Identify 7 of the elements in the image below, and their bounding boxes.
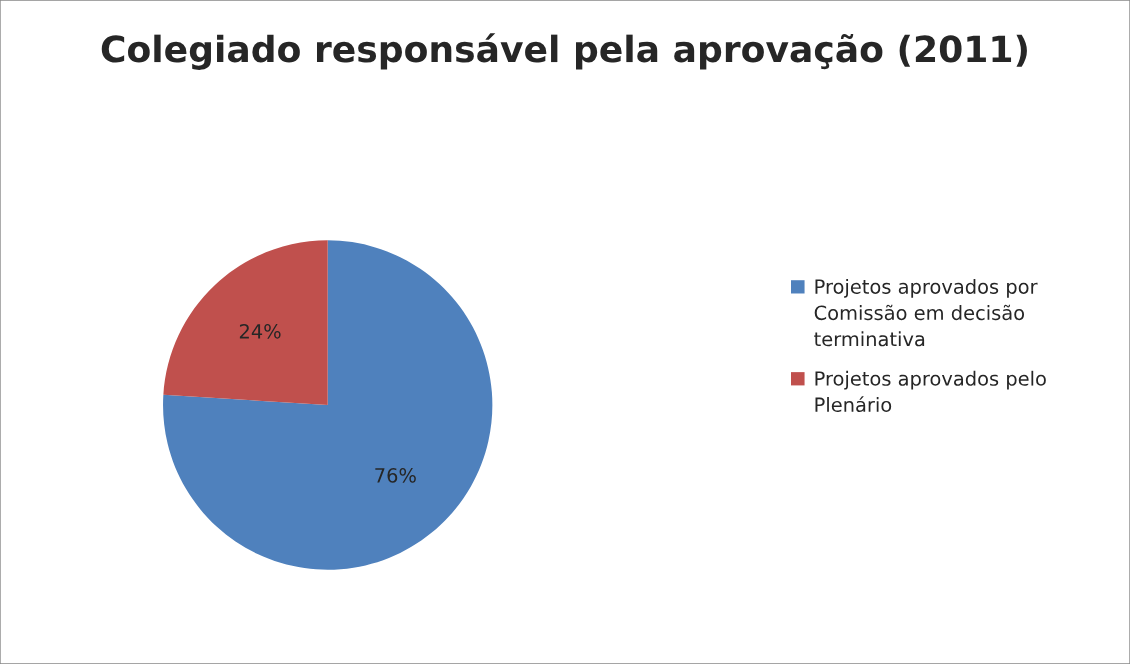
legend-label: Projetos aprovados pelo Plenário <box>815 370 1046 413</box>
data-label: 24% <box>239 323 281 339</box>
pie-slice <box>163 240 493 570</box>
data-label: 76% <box>375 468 416 483</box>
legend-label: Projetos aprovados por Comissão em decisão terminativa <box>814 278 1038 347</box>
chart-title: Colegiado responsável pela aprovação (2011) <box>101 33 1027 70</box>
pie-slice <box>163 240 328 406</box>
